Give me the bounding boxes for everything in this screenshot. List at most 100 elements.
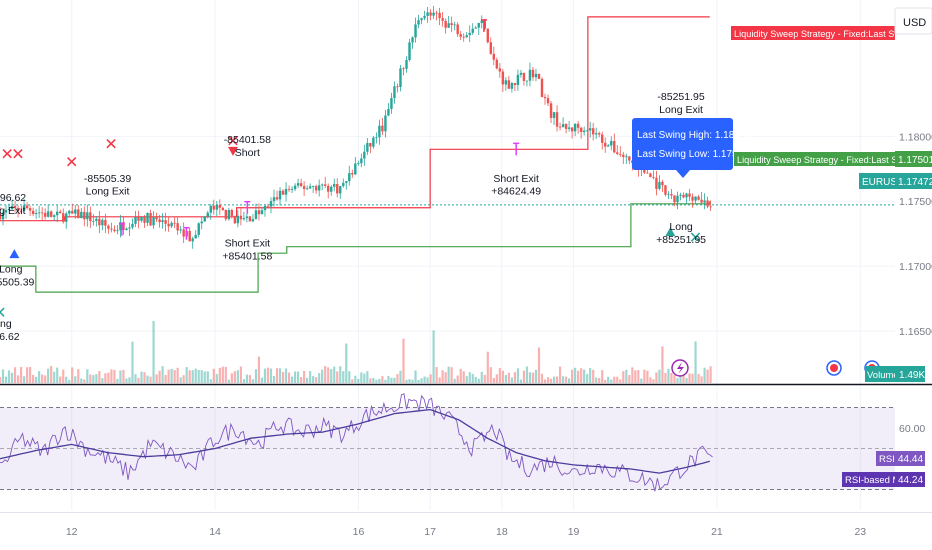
candle-body xyxy=(441,18,444,21)
volume-bar xyxy=(29,367,32,383)
candle-body xyxy=(417,20,420,25)
candle-body xyxy=(664,185,667,195)
volume-bar xyxy=(227,379,230,383)
volume-bar xyxy=(483,374,486,383)
volume-bar xyxy=(625,369,628,383)
candle-body xyxy=(558,126,562,128)
candle-body xyxy=(327,185,330,192)
volume-bar xyxy=(622,371,625,383)
volume-bar xyxy=(549,378,553,383)
volume-bar xyxy=(378,378,381,383)
price-gridlines xyxy=(0,0,895,510)
candle-body xyxy=(438,12,441,19)
swing-tooltip: Last Swing High: 1.18484 Last Swing Low:… xyxy=(632,118,751,178)
candle-body xyxy=(200,221,203,224)
volume-bar xyxy=(275,368,279,383)
candle-body xyxy=(540,78,544,98)
flash-event-icon[interactable] xyxy=(671,359,689,377)
volume-bar xyxy=(513,372,516,383)
time-axis[interactable]: 12 14 16 17 18 19 21 23 xyxy=(66,526,866,538)
candle-body xyxy=(510,83,514,89)
candle-body xyxy=(498,68,502,72)
volume-bar xyxy=(522,370,526,383)
volume-bar xyxy=(507,372,510,383)
volume-bar xyxy=(44,375,47,383)
candle-body xyxy=(513,83,517,86)
candle-body xyxy=(7,209,11,211)
candle-body xyxy=(0,214,2,220)
candle-body xyxy=(49,211,53,217)
candle-body xyxy=(411,37,414,43)
volume-bar xyxy=(260,377,264,383)
candle-body xyxy=(613,140,616,153)
volume-bar xyxy=(19,366,23,383)
candle-body xyxy=(104,219,107,226)
volume-bar xyxy=(336,371,339,383)
candle-body xyxy=(363,151,366,159)
volume-bar xyxy=(679,374,682,383)
candle-body xyxy=(366,143,369,152)
symbol-badge-text: EURUSD xyxy=(862,177,904,188)
trade-annotation-label: Long Exit xyxy=(86,186,130,198)
volume-bar xyxy=(369,378,372,383)
volume-bar xyxy=(233,371,236,383)
candle-body xyxy=(278,190,282,200)
candle-body xyxy=(40,212,44,214)
candle-body xyxy=(694,196,697,201)
volume-bar xyxy=(315,377,318,383)
candle-body xyxy=(170,222,173,227)
price-axis[interactable] xyxy=(895,0,932,383)
swing-tooltip-high: Last Swing High: 1.18484 xyxy=(637,130,751,141)
volume-bar xyxy=(293,371,297,383)
volume-bar xyxy=(125,378,128,383)
currency-button[interactable]: USD xyxy=(894,7,932,35)
level-label-swing-high: Liquidity Sweep Strategy - Fixed:Last Sw… xyxy=(731,26,932,40)
volume-bar xyxy=(586,374,589,383)
candle-body xyxy=(4,210,8,213)
candle-body xyxy=(384,115,387,132)
x-marker: ✕ xyxy=(0,305,7,322)
volume-bar xyxy=(564,376,568,383)
volume-bar xyxy=(0,377,2,383)
volume-bar xyxy=(601,370,604,383)
candle-body xyxy=(317,185,321,191)
volume-bar xyxy=(161,366,164,383)
volume-bar xyxy=(555,376,559,383)
volume-bar xyxy=(393,377,396,383)
volume-bar xyxy=(296,371,300,383)
candle-body xyxy=(37,212,41,214)
candle-body xyxy=(342,182,345,187)
currency-button-label: USD xyxy=(903,17,926,29)
candle-body xyxy=(305,188,309,190)
candle-body xyxy=(576,123,580,128)
volume-bar xyxy=(411,379,414,383)
volume-bar xyxy=(272,376,276,383)
volume-bar xyxy=(38,371,41,383)
candle-body xyxy=(215,204,218,210)
rsi-name: RSI xyxy=(879,454,895,465)
volume-bar xyxy=(47,368,50,383)
candle-body xyxy=(622,154,625,158)
candle-body xyxy=(110,228,113,230)
volume-bar xyxy=(101,378,104,383)
volume-bar xyxy=(589,368,592,383)
economic-event-icon[interactable] xyxy=(826,360,842,376)
candle-body xyxy=(71,210,74,214)
candle-body xyxy=(19,210,23,212)
candle-body xyxy=(423,15,426,19)
volume-bar xyxy=(152,320,155,383)
candle-body xyxy=(703,200,706,203)
volume-bar xyxy=(185,367,188,383)
volume-bar xyxy=(89,374,92,383)
volume-bar xyxy=(694,341,697,383)
volume-bar xyxy=(35,376,38,383)
volume-bar xyxy=(498,368,501,383)
swing-tooltip-low: Last Swing Low: 1.17501 xyxy=(637,149,749,160)
volume-bar xyxy=(604,379,607,383)
volume-bar xyxy=(396,374,399,383)
volume-bar xyxy=(230,373,233,383)
volume-bar xyxy=(158,370,161,383)
candle-body xyxy=(552,112,556,118)
volume-bar xyxy=(516,368,520,383)
